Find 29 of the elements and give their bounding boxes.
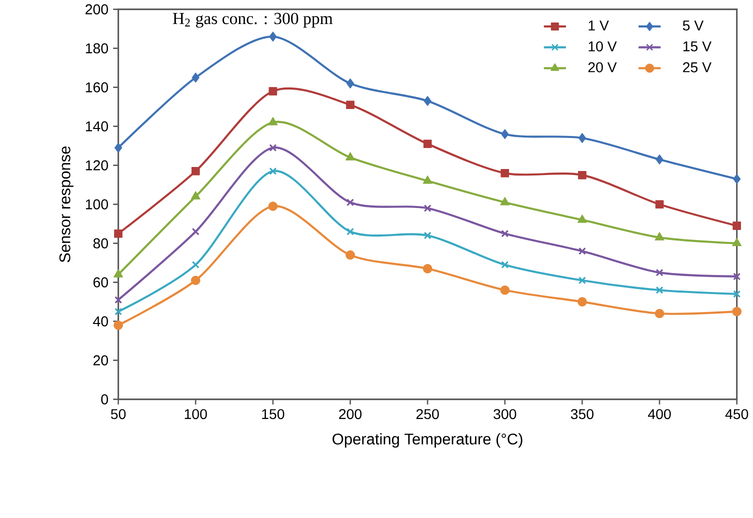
x-tick-label: 100	[184, 409, 207, 420]
y-tick-label: 20	[93, 355, 108, 366]
y-tick-label: 180	[86, 43, 108, 54]
y-tick-label: 100	[86, 199, 108, 210]
y-tick-label: 40	[93, 316, 108, 326]
y-axis-title: Sensor response	[59, 146, 74, 262]
x-tick-label: 150	[262, 409, 284, 420]
legend-label: 5 V	[682, 20, 704, 31]
y-tick-label: 140	[86, 121, 108, 132]
y-tick-label: 0	[101, 394, 108, 404]
y-tick-label: 80	[93, 238, 108, 248]
x-tick-label: 250	[416, 409, 439, 420]
x-tick-label: 400	[648, 409, 671, 420]
y-tick-label: 60	[93, 277, 108, 288]
legend-label: 10 V	[588, 41, 617, 52]
x-tick-label: 300	[494, 409, 516, 420]
x-tick-label: 50	[110, 409, 126, 420]
legend-label: 25 V	[683, 62, 712, 72]
x-tick-label: 200	[339, 409, 362, 420]
legend-label: 1 V	[588, 20, 609, 30]
y-tick-label: 120	[86, 160, 108, 170]
x-tick-label: 350	[570, 409, 594, 420]
legend-label: 15 V	[683, 42, 712, 52]
x-tick-label: 450	[725, 409, 748, 420]
y-tick-label: 200	[86, 4, 108, 14]
legend-label: 20 V	[588, 62, 617, 72]
y-tick-label: 160	[86, 82, 108, 92]
x-axis-title: Operating Temperature (°C)	[332, 433, 522, 448]
annotation: H$_{2}$ gas conc. : 300 ppm	[172, 12, 333, 28]
